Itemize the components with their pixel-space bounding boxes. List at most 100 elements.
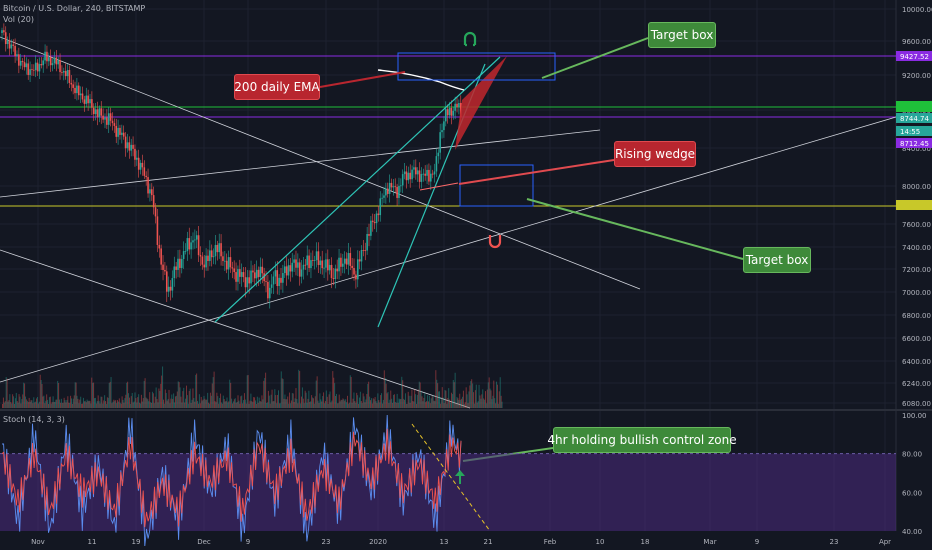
candle-body — [89, 99, 91, 104]
bullish-zone-annotation[interactable]: 4hr holding bullish control zone — [547, 427, 737, 453]
volume-bar — [413, 401, 415, 408]
volume-bar — [186, 395, 188, 408]
volume-bar — [366, 394, 368, 408]
volume-bar — [276, 403, 278, 408]
candle-body — [81, 93, 84, 100]
volume-bar — [103, 400, 105, 408]
volume-bar — [485, 403, 487, 408]
volume-bar — [72, 398, 74, 408]
candle-body — [428, 169, 430, 182]
volume-bar — [42, 396, 44, 408]
volume-bar — [22, 394, 24, 408]
candle-body — [360, 250, 363, 262]
volume-bar — [454, 372, 456, 408]
volume-bar — [207, 392, 209, 408]
volume-bar — [238, 400, 240, 408]
volume-bar — [81, 403, 83, 408]
volume-bar — [375, 401, 377, 408]
candle-body — [321, 260, 323, 269]
candle-body — [396, 186, 398, 198]
volume-bar — [278, 403, 280, 408]
volume-bar — [391, 398, 393, 408]
ema-annotation[interactable]: 200 daily EMA — [234, 74, 320, 100]
candle-body — [25, 63, 28, 68]
volume-bar — [129, 403, 131, 408]
volume-bar — [2, 397, 4, 408]
candle-body — [186, 238, 189, 252]
price-tick-label: 6240.00 — [902, 380, 931, 388]
volume-bar — [389, 399, 391, 408]
volume-bar — [105, 401, 107, 408]
volume-bar — [165, 393, 167, 408]
volume-bar — [352, 398, 354, 408]
volume-bar — [302, 398, 304, 408]
candle-body — [347, 253, 350, 265]
volume-bar — [156, 398, 158, 408]
target-box-annotation-top[interactable]: Target box — [648, 22, 716, 48]
candle-body — [10, 44, 13, 49]
volume-bar — [402, 380, 404, 408]
volume-bar — [460, 399, 462, 408]
volume-bar — [59, 399, 61, 408]
volume-bar — [485, 391, 486, 408]
candle-body — [224, 260, 226, 262]
candle-body — [250, 270, 252, 284]
volume-bar — [219, 397, 221, 408]
candle-body — [336, 268, 338, 272]
volume-bar — [107, 397, 109, 408]
candle-body — [246, 277, 249, 288]
candle-body — [184, 251, 187, 252]
price-tick-label: 10000.00 — [902, 6, 932, 14]
candle-body — [313, 260, 316, 261]
volume-bar — [68, 402, 70, 408]
candle-body — [375, 213, 378, 224]
volume-bar — [401, 376, 403, 408]
rising-wedge-annotation[interactable]: Rising wedge — [614, 141, 696, 167]
volume-bar — [192, 388, 194, 408]
candle-body — [122, 132, 125, 137]
price-tag-box — [896, 51, 932, 61]
candle-body — [244, 277, 247, 288]
candle-body — [76, 85, 78, 94]
candle-body — [66, 70, 69, 77]
volume-bar — [185, 398, 187, 408]
candle-body — [136, 157, 138, 160]
candle-body — [173, 266, 176, 279]
candle-body — [341, 263, 344, 267]
volume-bar — [159, 390, 161, 408]
volume-bar — [374, 397, 376, 408]
volume-bar — [13, 403, 15, 408]
price-tick-label: 9600.00 — [902, 38, 931, 46]
magnet-icon-top — [463, 31, 477, 47]
volume-bar — [327, 403, 329, 408]
volume-bar — [96, 401, 98, 408]
volume-bar — [162, 366, 164, 408]
candle-body — [162, 264, 164, 270]
volume-bar — [199, 403, 201, 408]
volume-bar — [292, 393, 294, 408]
volume-bar — [36, 396, 38, 408]
volume-bar — [43, 395, 45, 408]
volume-bar — [17, 402, 19, 408]
volume-bar — [318, 403, 320, 408]
volume-bar — [405, 403, 407, 408]
volume-bar — [230, 382, 232, 408]
volume-bar — [39, 374, 41, 408]
volume-bar — [157, 402, 159, 408]
volume-bar — [424, 392, 426, 408]
volume-bar — [3, 402, 5, 408]
candle-body — [454, 103, 456, 111]
candle-body — [33, 69, 35, 71]
volume-bar — [496, 384, 498, 408]
volume-bar — [121, 396, 123, 408]
volume-bar — [354, 401, 356, 408]
candle-body — [267, 281, 269, 299]
volume-bar — [26, 400, 28, 408]
volume-bar — [11, 403, 13, 408]
candle-body — [394, 186, 397, 188]
target-box-annotation-bottom[interactable]: Target box — [743, 247, 811, 273]
candle-body — [68, 70, 71, 83]
candle-body — [349, 253, 352, 266]
candle-body — [209, 250, 211, 261]
